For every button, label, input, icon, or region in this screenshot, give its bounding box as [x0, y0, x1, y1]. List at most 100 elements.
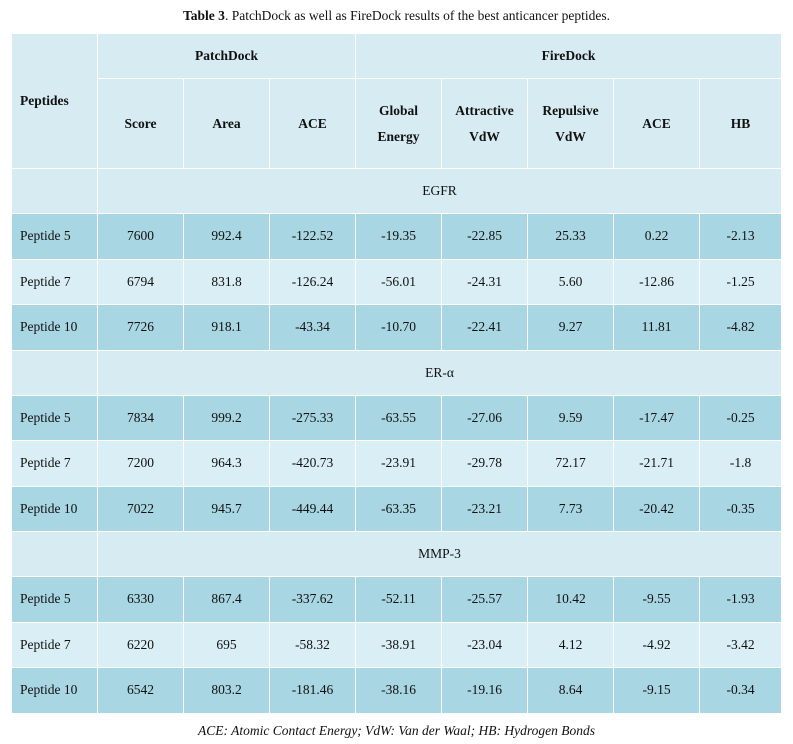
peptide-name-cell: Peptide 10: [11, 667, 98, 714]
table-cell: -0.34: [699, 667, 783, 714]
peptide-name-cell: Peptide 5: [11, 213, 98, 260]
table-caption-text: . PatchDock as well as FireDock results …: [224, 8, 610, 23]
table-cell: -58.32: [268, 621, 357, 668]
table-cell: -24.31: [441, 258, 529, 305]
peptide-name-cell: Peptide 7: [11, 440, 98, 487]
table-cell: -420.73: [268, 440, 357, 487]
table-body: EGFR Peptide 5 7600 992.4 -122.52 -19.35 -22.8…: [11, 168, 783, 714]
table-cell: -19.35: [355, 213, 443, 260]
table-cell: -0.25: [699, 394, 783, 441]
section-blank-cell: [11, 168, 98, 214]
table-cell: 25.33: [527, 213, 615, 260]
header-ace-patchdock: ACE: [268, 78, 357, 169]
table-cell: 6220: [97, 621, 184, 668]
table-row: Peptide 10 6542 803.2 -181.46 -38.16 -19.16 8.…: [11, 667, 783, 714]
header-area: Area: [183, 78, 270, 169]
table-cell: -19.16: [441, 667, 529, 714]
header-repulsive-vdw: Repulsive VdW: [527, 78, 615, 169]
table-cell: 72.17: [527, 440, 615, 487]
table-cell: -20.42: [613, 485, 701, 532]
table-cell: -2.13: [699, 213, 783, 260]
table-cell: -23.21: [441, 485, 529, 532]
table-row: Peptide 5 7834 999.2 -275.33 -63.55 -27.06 9.5…: [11, 394, 783, 441]
table-cell: 803.2: [183, 667, 270, 714]
header-ace-firedock: ACE: [613, 78, 701, 169]
table-footnote: ACE: Atomic Contact Energy; VdW: Van der…: [197, 723, 596, 738]
table-cell: 0.22: [613, 213, 701, 260]
table-cell: -29.78: [441, 440, 529, 487]
header-hb: HB: [699, 78, 783, 169]
table-cell: -12.86: [613, 258, 701, 305]
table-cell: 964.3: [183, 440, 270, 487]
section-blank-cell: [11, 531, 98, 577]
table-cell: 6330: [97, 576, 184, 623]
table-cell: -122.52: [268, 213, 357, 260]
table-cell: -38.91: [355, 621, 443, 668]
section-header-row: MMP-3: [11, 531, 783, 577]
table-row: Peptide 5 6330 867.4 -337.62 -52.11 -25.57 10.…: [11, 576, 783, 623]
table-cell: 8.64: [527, 667, 615, 714]
table-cell: -22.85: [441, 213, 529, 260]
table-cell: -43.34: [268, 304, 357, 351]
table-cell: 6794: [97, 258, 184, 305]
section-title: ER-α: [96, 349, 783, 396]
section-title: EGFR: [96, 168, 783, 214]
table-cell: -3.42: [699, 621, 783, 668]
peptide-name-cell: Peptide 7: [11, 258, 98, 305]
header-peptides: Peptides: [11, 33, 98, 169]
table-cell: -52.11: [355, 576, 443, 623]
peptide-name-cell: Peptide 5: [11, 394, 98, 441]
section-header-row: ER-α: [11, 349, 783, 396]
table-cell: 6542: [97, 667, 184, 714]
table-row: Peptide 7 6794 831.8 -126.24 -56.01 -24.31 5.6…: [11, 258, 783, 305]
table-cell: -56.01: [355, 258, 443, 305]
table-cell: -1.8: [699, 440, 783, 487]
table-row: Peptide 10 7022 945.7 -449.44 -63.35 -23.21 7.…: [11, 485, 783, 532]
table-cell: -27.06: [441, 394, 529, 441]
table-row: Peptide 10 7726 918.1 -43.34 -10.70 -22.41 9.2…: [11, 304, 783, 351]
table-cell: 999.2: [183, 394, 270, 441]
table-cell: -9.15: [613, 667, 701, 714]
table-cell: -1.25: [699, 258, 783, 305]
table-cell: -275.33: [268, 394, 357, 441]
table-cell: -4.82: [699, 304, 783, 351]
table-cell: -337.62: [268, 576, 357, 623]
table-cell: -23.91: [355, 440, 443, 487]
table-cell: -25.57: [441, 576, 529, 623]
peptide-name-cell: Peptide 7: [11, 621, 98, 668]
table-cell: -63.35: [355, 485, 443, 532]
table-cell: -10.70: [355, 304, 443, 351]
table-cell: 7022: [97, 485, 184, 532]
header-patchdock: PatchDock: [96, 33, 357, 79]
table-row: Peptide 5 7600 992.4 -122.52 -19.35 -22.85 25.…: [11, 213, 783, 260]
table-cell: 992.4: [183, 213, 270, 260]
table-cell: -22.41: [441, 304, 529, 351]
table-cell: -1.93: [699, 576, 783, 623]
table-cell: -0.35: [699, 485, 783, 532]
table-cell: -4.92: [613, 621, 701, 668]
table-row: Peptide 7 6220 695 -58.32 -38.91 -23.04 4.12 -4…: [11, 621, 783, 668]
table-cell: 10.42: [527, 576, 615, 623]
table-cell: -126.24: [268, 258, 357, 305]
peptide-name-cell: Peptide 5: [11, 576, 98, 623]
header-attractive-vdw: Attractive VdW: [441, 78, 529, 169]
peptide-name-cell: Peptide 10: [11, 304, 98, 351]
results-table: Peptides PatchDock FireDock Score Area A…: [11, 33, 783, 714]
table-cell: 918.1: [183, 304, 270, 351]
peptide-name-cell: Peptide 10: [11, 485, 98, 532]
section-blank-cell: [11, 349, 98, 396]
table-cell: 695: [183, 621, 270, 668]
table-cell: 867.4: [183, 576, 270, 623]
table-cell: -38.16: [355, 667, 443, 714]
header-global-energy: Global Energy: [355, 78, 443, 169]
table-cell: 945.7: [183, 485, 270, 532]
table-cell: 4.12: [527, 621, 615, 668]
table-cell: 9.27: [527, 304, 615, 351]
table-caption: Table 3. PatchDock as well as FireDock r…: [0, 8, 793, 24]
table-cell: 7600: [97, 213, 184, 260]
table-cell: -9.55: [613, 576, 701, 623]
table-cell: 7726: [97, 304, 184, 351]
table-cell: -23.04: [441, 621, 529, 668]
table-cell: -21.71: [613, 440, 701, 487]
table-cell: 5.60: [527, 258, 615, 305]
